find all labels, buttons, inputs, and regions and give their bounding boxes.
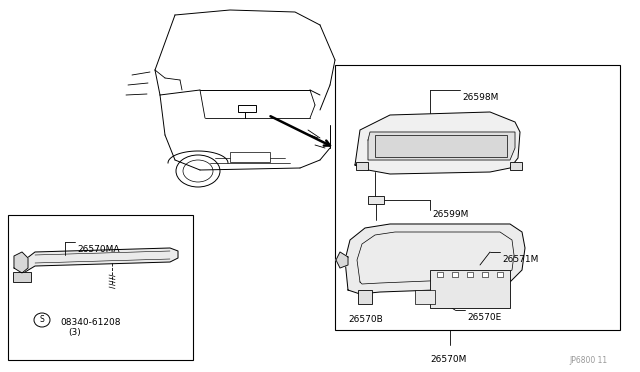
Polygon shape [368,132,515,160]
Text: S: S [40,315,44,324]
Text: 08340-61208: 08340-61208 [60,318,120,327]
Text: 26570E: 26570E [467,313,501,322]
Bar [368,196,384,204]
Text: 26599M: 26599M [432,210,468,219]
Polygon shape [345,224,525,294]
Polygon shape [336,252,348,268]
Text: 26570MA: 26570MA [77,245,120,254]
Bar [430,270,510,308]
Bar [358,290,372,304]
Text: 26570B: 26570B [348,315,383,324]
Bar [335,65,620,330]
Text: 26598M: 26598M [462,93,499,102]
Polygon shape [14,252,28,273]
Text: 26570M: 26570M [430,355,467,364]
Bar [8,215,193,360]
Bar [510,162,522,170]
Polygon shape [22,248,178,272]
Bar [497,272,503,277]
Bar [482,272,488,277]
Bar [415,290,435,304]
Text: JP6800 11: JP6800 11 [570,356,608,365]
Bar [13,272,31,282]
Bar [467,272,473,277]
Text: (3): (3) [68,328,81,337]
Bar [375,135,507,157]
Bar [230,152,270,162]
Bar [452,272,458,277]
Bar [238,105,256,112]
Polygon shape [355,112,520,174]
Text: 26571M: 26571M [502,255,538,264]
Bar [356,162,368,170]
Bar [437,272,443,277]
